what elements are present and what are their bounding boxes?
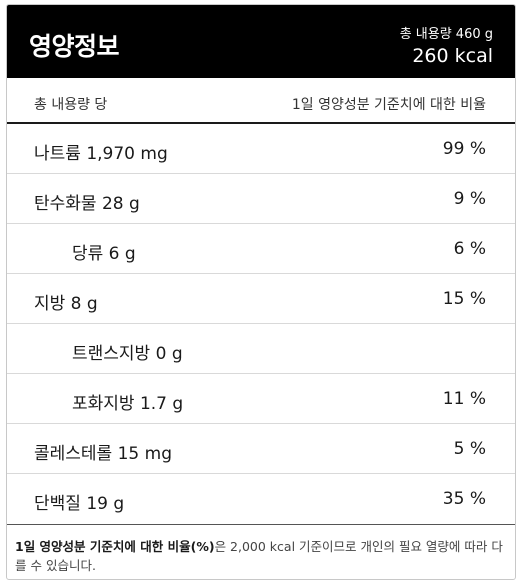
nutrient-row-trans-fat: 트랜스지방 0 g xyxy=(7,324,515,374)
nutrient-percent: 35 % xyxy=(442,489,486,509)
nutrient-row-carbohydrate: 탄수화물 28 g 9 % xyxy=(7,174,515,224)
daily-value-footnote: 1일 영양성분 기준치에 대한 비율(%)은 2,000 kcal 기준이므로 … xyxy=(7,524,515,579)
nutrient-percent: 15 % xyxy=(442,289,486,309)
nutrient-percent: 9 % xyxy=(453,189,486,209)
nutrient-name: 탄수화물 28 g xyxy=(34,194,140,214)
daily-value-label: 1일 영양성분 기준치에 대한 비율 xyxy=(291,97,486,113)
nutrient-name: 나트륨 1,970 mg xyxy=(34,144,168,164)
nutrient-name: 당류 6 g xyxy=(72,244,136,264)
nutrient-name: 포화지방 1.7 g xyxy=(72,394,184,414)
nutrient-name: 트랜스지방 0 g xyxy=(72,344,183,364)
nutrient-row-fat: 지방 8 g 15 % xyxy=(7,274,515,324)
nutrient-row-cholesterol: 콜레스테롤 15 mg 5 % xyxy=(7,424,515,474)
footnote-text: 은 2,000 kcal 기준이므로 개인의 필요 열량에 따라 다를 수 있습… xyxy=(15,539,503,573)
nutrient-row-sodium: 나트륨 1,970 mg 99 % xyxy=(7,124,515,174)
per-total-label: 총 내용량 당 xyxy=(34,97,108,113)
nutrient-percent: 6 % xyxy=(453,239,486,259)
nutrient-percent: 99 % xyxy=(442,139,486,159)
nutrient-row-saturated-fat: 포화지방 1.7 g 11 % xyxy=(7,374,515,424)
nutrition-facts-panel: 영양정보 총 내용량 460 g 260 kcal 총 내용량 당 1일 영양성… xyxy=(6,4,516,580)
nutrient-name: 콜레스테롤 15 mg xyxy=(34,444,172,464)
nutrient-percent: 5 % xyxy=(453,439,486,459)
nutrient-name: 단백질 19 g xyxy=(34,494,125,514)
column-header: 총 내용량 당 1일 영양성분 기준치에 대한 비율 xyxy=(7,78,515,124)
total-amount: 총 내용량 460 g xyxy=(399,27,493,42)
nutrient-rows: 나트륨 1,970 mg 99 % 탄수화물 28 g 9 % 당류 6 g 6… xyxy=(7,124,515,524)
nutrient-name: 지방 8 g xyxy=(34,294,98,314)
nutrition-header: 영양정보 총 내용량 460 g 260 kcal xyxy=(7,5,515,78)
calories: 260 kcal xyxy=(412,45,493,67)
nutrient-row-protein: 단백질 19 g 35 % xyxy=(7,474,515,524)
nutrient-row-sugars: 당류 6 g 6 % xyxy=(7,224,515,274)
nutrition-title: 영양정보 xyxy=(29,32,120,61)
nutrient-percent: 11 % xyxy=(442,389,486,409)
footnote-bold: 1일 영양성분 기준치에 대한 비율(%) xyxy=(15,539,215,554)
